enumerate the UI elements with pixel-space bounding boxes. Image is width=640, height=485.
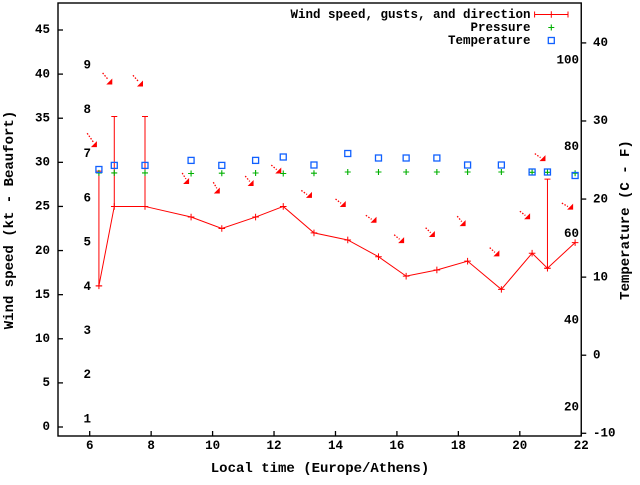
svg-text:2: 2 xyxy=(83,368,91,382)
svg-text:1: 1 xyxy=(83,412,91,426)
svg-text:8: 8 xyxy=(83,103,91,117)
svg-text:10: 10 xyxy=(35,332,50,346)
svg-text:6: 6 xyxy=(83,191,91,205)
svg-text:Local time (Europe/Athens): Local time (Europe/Athens) xyxy=(211,461,429,477)
svg-text:3: 3 xyxy=(83,324,91,338)
svg-text:10: 10 xyxy=(205,439,220,453)
svg-text:9: 9 xyxy=(83,59,91,73)
svg-text:30: 30 xyxy=(593,114,608,128)
svg-text:Temperature: Temperature xyxy=(448,34,531,48)
svg-text:30: 30 xyxy=(35,156,50,170)
svg-text:80: 80 xyxy=(564,140,579,154)
svg-text:20: 20 xyxy=(512,439,527,453)
svg-text:10: 10 xyxy=(593,270,608,284)
svg-text:8: 8 xyxy=(147,439,155,453)
svg-text:100: 100 xyxy=(556,53,579,67)
svg-text:40: 40 xyxy=(564,314,579,328)
svg-text:40: 40 xyxy=(593,36,608,50)
svg-text:25: 25 xyxy=(35,200,50,214)
svg-text:5: 5 xyxy=(42,376,50,390)
svg-text:18: 18 xyxy=(451,439,466,453)
svg-text:Pressure: Pressure xyxy=(470,21,530,35)
svg-text:12: 12 xyxy=(267,439,282,453)
svg-text:45: 45 xyxy=(35,23,50,37)
svg-text:22: 22 xyxy=(574,439,589,453)
svg-text:0: 0 xyxy=(593,348,601,362)
svg-text:40: 40 xyxy=(35,67,50,81)
svg-text:Wind speed, gusts, and directi: Wind speed, gusts, and direction xyxy=(290,8,530,22)
svg-text:60: 60 xyxy=(564,227,579,241)
svg-text:16: 16 xyxy=(389,439,404,453)
svg-text:4: 4 xyxy=(83,280,91,294)
svg-text:Temperature (C - F): Temperature (C - F) xyxy=(618,140,634,300)
svg-text:20: 20 xyxy=(35,244,50,258)
svg-text:-10: -10 xyxy=(593,426,616,440)
svg-text:14: 14 xyxy=(328,439,344,453)
svg-text:35: 35 xyxy=(35,111,50,125)
svg-text:Wind speed (kt - Beaufort): Wind speed (kt - Beaufort) xyxy=(2,111,18,329)
svg-text:7: 7 xyxy=(83,147,91,161)
svg-text:20: 20 xyxy=(564,400,579,414)
svg-text:15: 15 xyxy=(35,288,50,302)
svg-text:5: 5 xyxy=(83,236,91,250)
svg-text:6: 6 xyxy=(86,439,94,453)
svg-text:0: 0 xyxy=(42,420,50,434)
svg-text:20: 20 xyxy=(593,192,608,206)
